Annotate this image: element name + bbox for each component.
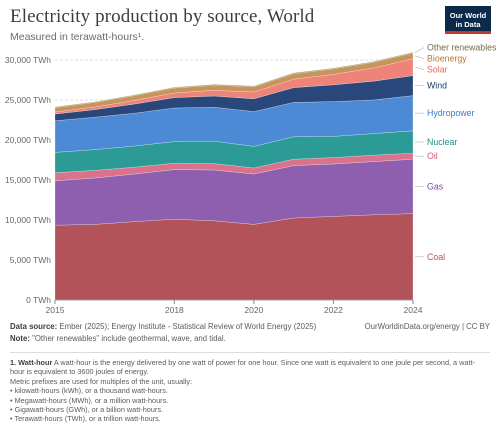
source-url[interactable]: OurWorldinData.org/energy | CC BY xyxy=(364,322,490,331)
chart-note: Note: "Other renewables" include geother… xyxy=(10,334,226,343)
y-tick-label: 10,000 TWh xyxy=(5,215,51,225)
y-tick-label: 15,000 TWh xyxy=(5,175,51,185)
chart-title: Electricity production by source, World xyxy=(10,6,315,27)
x-tick-label: 2024 xyxy=(404,305,423,315)
source-text: Ember (2025); Energy Institute - Statist… xyxy=(57,322,317,331)
y-tick-label: 30,000 TWh xyxy=(5,55,51,65)
series-label-oil: Oil xyxy=(427,151,438,161)
y-axis: 0 TWh 5,000 TWh 10,000 TWh 15,000 TWh 20,000… xyxy=(5,55,51,305)
series-labels: Coal Gas Oil Nuclear Hydropower Wind SolarBioe… xyxy=(414,43,497,262)
x-tick-label: 2015 xyxy=(46,305,65,315)
series-label-other-renewables: Other renewables xyxy=(427,43,497,53)
area-other-renewables[interactable] xyxy=(54,51,414,108)
footnote-item: • kilowatt-hours (kWh), or a thousand wa… xyxy=(10,386,168,396)
series-label-solar: Solar xyxy=(427,65,448,75)
y-tick-label: 5,000 TWh xyxy=(10,255,52,265)
x-axis: 2015 2018 2020 2022 2024 xyxy=(46,300,423,315)
footnote-item: • Gigawatt-hours (GWh), or a billion wat… xyxy=(10,405,164,415)
footnote-line: Metric prefixes are used for multiples o… xyxy=(10,376,193,386)
area-coal[interactable] xyxy=(54,213,414,301)
x-tick-label: 2018 xyxy=(165,305,184,315)
label-connector xyxy=(414,47,425,53)
chart-subtitle: Measured in terawatt-hours¹. xyxy=(10,31,145,43)
footnote-item: • Megawatt-hours (MWh), or a million wat… xyxy=(10,395,169,405)
footnote-intro: 1. Watt-hour A watt-hour is the energy d… xyxy=(10,358,480,377)
series-label-gas: Gas xyxy=(427,181,444,191)
series-label-coal: Coal xyxy=(427,252,445,262)
footnote-intro-text: A watt-hour is the energy delivered by o… xyxy=(10,358,475,377)
note-label: Note: xyxy=(10,334,30,343)
label-connector xyxy=(414,66,425,70)
divider xyxy=(10,352,490,353)
note-text: "Other renewables" include geothermal, w… xyxy=(29,334,226,343)
data-source: Data source: Ember (2025); Energy Instit… xyxy=(10,322,316,331)
x-tick-label: 2022 xyxy=(324,305,343,315)
owid-logo[interactable]: Our World in Data xyxy=(445,6,491,34)
footnote: 1. Watt-hour A watt-hour is the energy d… xyxy=(10,358,480,424)
y-tick-label: 0 TWh xyxy=(26,295,51,305)
footnote-term: 1. Watt-hour xyxy=(10,358,53,367)
series-label-bioenergy: Bioenergy xyxy=(427,54,467,64)
area-series[interactable] xyxy=(54,51,414,301)
stacked-area-chart[interactable]: 0 TWh 5,000 TWh 10,000 TWh 15,000 TWh 20,000… xyxy=(0,0,500,320)
y-tick-label: 20,000 TWh xyxy=(5,135,51,145)
source-label: Data source: xyxy=(10,322,58,331)
y-tick-label: 25,000 TWh xyxy=(5,95,51,105)
footnote-item: • Terawatt-hours (TWh), or a trillion wa… xyxy=(10,414,161,424)
series-label-wind: Wind xyxy=(427,81,447,91)
logo-line-2: in Data xyxy=(455,20,481,29)
series-label-hydropower: Hydropower xyxy=(427,108,474,118)
logo-line-1: Our World xyxy=(449,11,487,20)
series-label-nuclear: Nuclear xyxy=(427,137,457,147)
x-tick-label: 2020 xyxy=(244,305,263,315)
label-connector xyxy=(414,55,425,59)
